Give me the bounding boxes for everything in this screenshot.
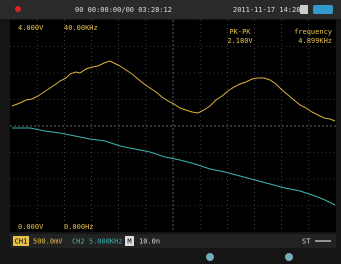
run-indicator [15, 6, 21, 12]
time-readout: 00 00:00:00/00 03:28:12 [75, 6, 172, 14]
ch1-scale: 500.0mV [33, 238, 63, 246]
ch2-volts: 0.000V [18, 223, 44, 231]
trigger-label: ST [302, 238, 311, 246]
oscilloscope-screen: 00 00:00:00/00 03:28:12 2011-11-17 14:28… [0, 0, 341, 264]
date-readout: 2011-11-17 14:28 [233, 6, 300, 14]
pk-value: 2.180V [227, 37, 253, 45]
ch1-label: CH1 [15, 238, 28, 246]
ch1-freq: 40.00KHz [64, 24, 98, 32]
ch2-freq: 0.000Hz [64, 223, 94, 231]
freq-value: 4.899KHz [298, 37, 332, 45]
ch2-label: CH2 5.000KHz [72, 238, 123, 246]
battery-icon [313, 5, 333, 14]
freq-label: frequency [294, 28, 332, 36]
ch1-volts: 4.000V [18, 24, 44, 32]
usb-icon [300, 5, 308, 14]
m-label: M [127, 238, 131, 246]
pk-label: PK-PK [229, 28, 251, 36]
nav-button[interactable] [285, 253, 293, 261]
timebase: 10.0n [139, 238, 160, 246]
nav-button[interactable] [206, 253, 214, 261]
